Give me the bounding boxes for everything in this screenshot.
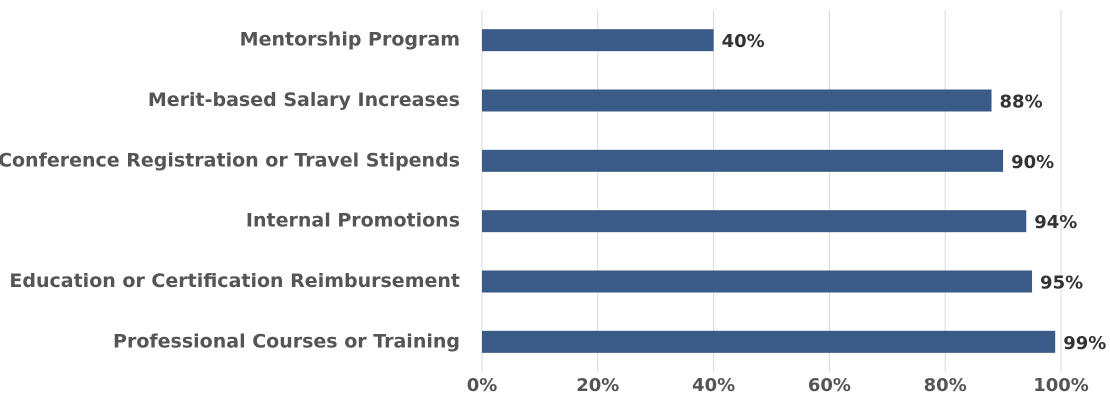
value-label: 95%: [1040, 273, 1083, 294]
x-tick-label: 20%: [576, 375, 619, 396]
y-tick-label: Education or Certification Reimbursement: [9, 270, 460, 292]
y-tick-label: Conference Registration or Travel Stipen…: [0, 149, 460, 171]
x-tick-label: 40%: [692, 375, 735, 396]
y-tick-label: Internal Promotions: [246, 210, 460, 232]
bar: [482, 210, 1027, 233]
value-label: 88%: [1000, 92, 1043, 113]
x-tick-label: 100%: [1033, 375, 1089, 396]
bar: [482, 89, 992, 112]
value-label: 40%: [722, 31, 765, 52]
x-tick-label: 60%: [808, 375, 851, 396]
value-label: 90%: [1011, 152, 1054, 173]
bar: [482, 270, 1033, 293]
x-tick-label: 80%: [924, 375, 967, 396]
bar: [482, 149, 1004, 172]
value-label: 94%: [1034, 212, 1077, 233]
value-label: 99%: [1063, 333, 1106, 354]
bar: [482, 29, 714, 52]
x-tick-label: 0%: [467, 375, 498, 396]
y-tick-label: Professional Courses or Training: [113, 330, 460, 352]
y-tick-label: Merit-based Salary Increases: [148, 89, 460, 111]
bar: [482, 330, 1056, 353]
y-tick-label: Mentorship Program: [240, 29, 460, 51]
